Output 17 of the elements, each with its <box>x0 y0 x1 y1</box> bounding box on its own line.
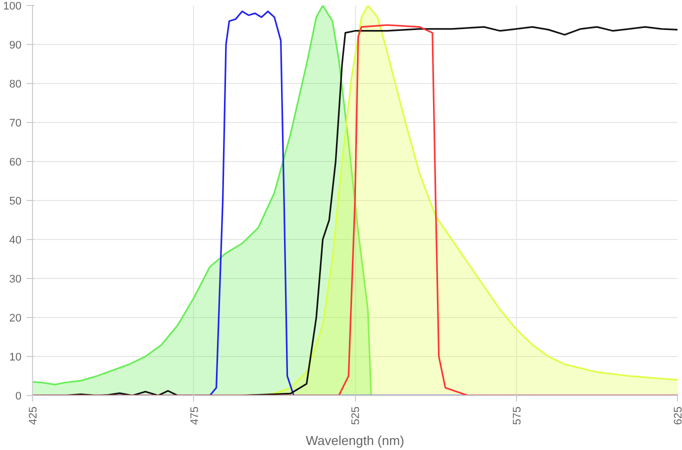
y-tick-label: 100 <box>3 0 22 12</box>
x-axis-title: Wavelength (nm) <box>306 432 404 448</box>
y-tick-label: 70 <box>9 118 22 130</box>
y-tick-label: 80 <box>9 78 22 90</box>
y-tick-label: 50 <box>9 196 22 208</box>
y-tick-label: 20 <box>9 312 22 324</box>
x-tick-label: 625 <box>672 406 682 425</box>
y-tick-label: 90 <box>9 40 22 52</box>
x-tick-label: 525 <box>350 406 362 425</box>
y-tick-label: 0 <box>15 390 22 402</box>
x-tick-label: 475 <box>188 406 201 425</box>
y-tick-label: 10 <box>9 352 22 364</box>
x-tick-label: 575 <box>511 406 524 425</box>
x-tick-label: 425 <box>28 406 40 425</box>
y-tick-label: 40 <box>9 234 22 246</box>
y-tick-label: 60 <box>9 156 22 168</box>
y-tick-label: 30 <box>9 274 22 286</box>
